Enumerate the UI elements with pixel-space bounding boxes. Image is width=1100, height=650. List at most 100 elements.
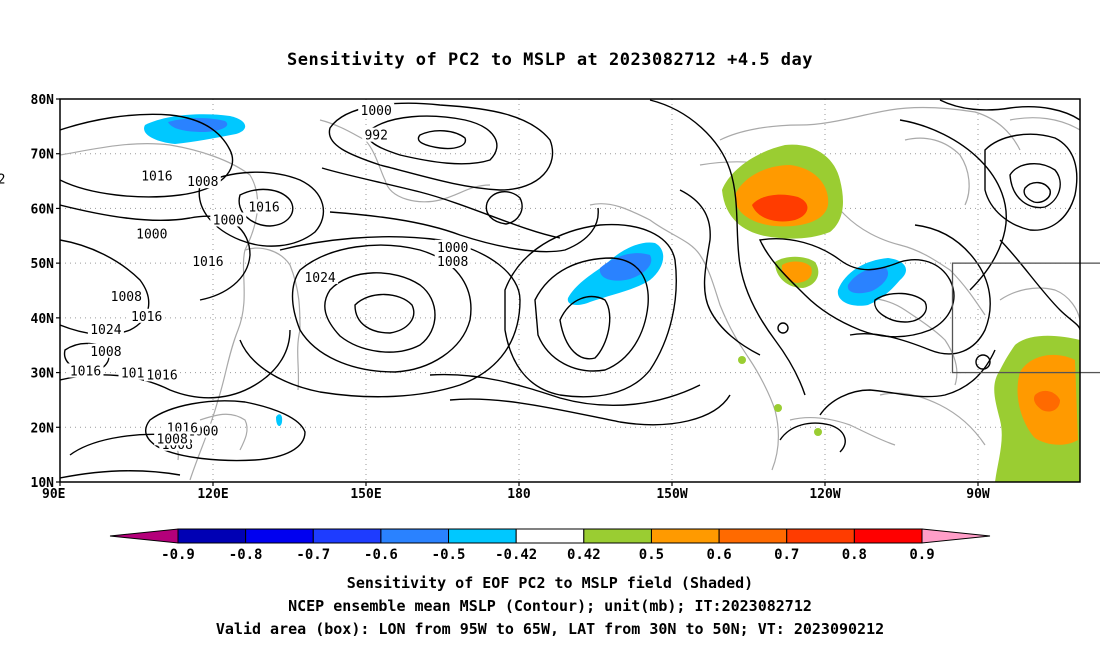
positive-dot-1 xyxy=(738,356,746,364)
lat-label: 50N xyxy=(31,257,55,272)
colorbar-segment xyxy=(312,528,382,544)
colorbar-segment xyxy=(786,528,855,544)
contour-label-bg xyxy=(362,127,391,142)
colorbar-segment xyxy=(515,528,585,544)
colorbar-segment xyxy=(245,528,314,544)
colorbar-segment xyxy=(177,528,247,544)
colorbar-label: 0.5 xyxy=(639,547,664,563)
contour-label: 1024 xyxy=(304,271,335,286)
lon-label: 90W xyxy=(966,487,990,502)
contour-label: 992 xyxy=(0,172,5,187)
colorbar-segment xyxy=(380,528,450,544)
contour-label-bg xyxy=(133,226,170,241)
contour-label-bg xyxy=(87,343,124,358)
contour-label: 1016 xyxy=(248,200,279,215)
colorbar-label: -0.42 xyxy=(495,547,537,563)
lat-label: 10N xyxy=(31,476,55,491)
contour-label: 1024 xyxy=(90,323,121,338)
contour-label-bg xyxy=(164,420,201,435)
mslp-contours xyxy=(60,99,1080,479)
contour-label: 1000 xyxy=(213,213,244,228)
colorbar-label: -0.8 xyxy=(229,547,263,563)
contour-label-bg xyxy=(434,239,471,254)
contour-label-bg xyxy=(210,212,247,227)
contour-label-bg xyxy=(138,168,175,183)
contour-label-bg xyxy=(434,254,471,269)
contour-label-bg xyxy=(189,254,226,269)
lat-label: 60N xyxy=(31,202,55,217)
contour-label-bg xyxy=(67,363,104,378)
contour-label: 1016 xyxy=(192,255,223,270)
contour-labels: 1000992100099210161008100010001016100010… xyxy=(0,103,471,453)
contour-label-bg xyxy=(184,174,221,189)
contour-label: 1008 xyxy=(111,290,142,305)
lat-label: 80N xyxy=(31,93,55,108)
positive-region-central-orange xyxy=(781,261,812,283)
contour-label-bg xyxy=(246,199,282,214)
negative-region-pacific-core xyxy=(599,253,652,281)
positive-region-atlantic-red xyxy=(1033,390,1060,412)
lat-label: 70N xyxy=(31,148,55,163)
positive-dot-3 xyxy=(814,428,822,436)
contour-label-bg xyxy=(302,269,339,284)
colorbar-label: 0.8 xyxy=(842,547,867,563)
contour-label-bg xyxy=(87,321,124,336)
negative-region-small xyxy=(276,414,283,427)
caption-valid-area: Valid area (box): LON from 95W to 65W, L… xyxy=(215,620,885,638)
colorbar-segment xyxy=(650,528,720,544)
colorbar-label: 0.9 xyxy=(909,547,934,563)
contour-label: 992 xyxy=(364,129,387,144)
lat-label: 20N xyxy=(31,421,55,436)
contour-label: 1016 xyxy=(146,368,177,383)
lon-label: 120E xyxy=(197,487,228,502)
contour-label-bg xyxy=(358,103,395,118)
lat-label: 30N xyxy=(31,367,55,382)
colorbar-segment xyxy=(448,528,517,544)
map-frame xyxy=(59,98,1081,483)
contour-label-bg xyxy=(128,308,165,323)
contour-label: 1008 xyxy=(90,345,121,360)
contour-label: 1008 xyxy=(437,255,468,270)
colorbar-segment xyxy=(583,528,652,544)
colorbar-label: 0.7 xyxy=(774,547,799,563)
sensitivity-shading xyxy=(144,114,1080,482)
lon-label: 150E xyxy=(350,487,381,502)
coastlines xyxy=(60,106,1080,481)
valid-area-box xyxy=(951,262,1100,374)
caption-shaded: Sensitivity of EOF PC2 to MSLP field (Sh… xyxy=(346,574,754,592)
contour-label-bg xyxy=(0,171,8,186)
positive-dot-2 xyxy=(774,404,782,412)
colorbar-label: -0.5 xyxy=(432,547,466,563)
colorbar: -0.9 -0.8 -0.7 -0.6 -0.5 -0.42 0.42 0.5 0.6 0.7 0.… xyxy=(109,528,991,563)
lon-label: 90E xyxy=(42,487,65,502)
contour-label: 1016 xyxy=(131,310,162,325)
positive-region-canada-red xyxy=(752,194,808,222)
colorbar-segment xyxy=(853,528,923,544)
contour-label: 1000 xyxy=(136,228,167,243)
contour-label: 1008 xyxy=(157,432,188,447)
lon-label: 150W xyxy=(656,487,687,502)
colorbar-segment xyxy=(718,528,788,544)
contour-label: 1008 xyxy=(187,175,218,190)
negative-region-box-core xyxy=(847,267,889,294)
contour-label-bg xyxy=(108,289,145,304)
caption-contour: NCEP ensemble mean MSLP (Contour); unit(… xyxy=(288,597,812,615)
contour-label-bg xyxy=(154,431,191,446)
graticule xyxy=(60,99,1080,482)
lat-label: 40N xyxy=(31,312,55,327)
contour-label: 1016 xyxy=(70,364,101,379)
colorbar-label: 0.6 xyxy=(706,547,731,563)
colorbar-label: -0.9 xyxy=(161,547,195,563)
plot-title: Sensitivity of PC2 to MSLP at 2023082712… xyxy=(286,50,813,70)
lon-label: 180 xyxy=(507,487,531,502)
colorbar-label: 0.42 xyxy=(567,547,601,563)
contour-label: 1016 xyxy=(141,170,172,185)
contour-label: 1000 xyxy=(437,241,468,256)
colorbar-label: -0.6 xyxy=(364,547,398,563)
colorbar-under-triangle xyxy=(109,528,179,544)
contour-label-bg xyxy=(144,367,180,382)
contour-label: 1000 xyxy=(361,104,392,119)
colorbar-label: -0.7 xyxy=(296,547,330,563)
